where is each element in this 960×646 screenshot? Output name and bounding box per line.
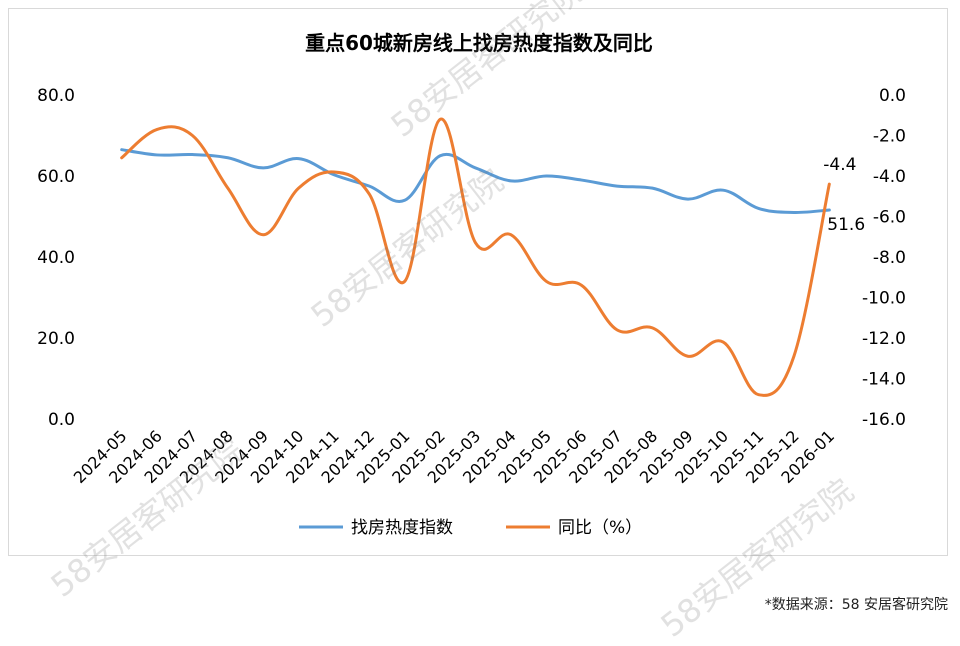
right-tick-label: -14.0	[862, 370, 906, 390]
legend: 找房热度指数 同比（%）	[299, 518, 642, 538]
series-layer	[122, 119, 830, 395]
data-label-yoy: -4.4	[823, 155, 856, 175]
source-note: *数据来源：58 安居客研究院	[765, 594, 948, 614]
right-tick-label: -6.0	[873, 208, 906, 228]
x-axis-ticks: 2024-052024-062024-072024-082024-092024-…	[70, 426, 838, 487]
chart-frame: 重点60城新房线上找房热度指数及同比 0.0 20.0 40.0 60.0 80.0 -…	[8, 8, 948, 556]
right-tick-label: -16.0	[862, 410, 906, 430]
data-label-index: 51.6	[827, 215, 865, 235]
left-axis-ticks: 0.0 20.0 40.0 60.0 80.0	[37, 86, 75, 430]
right-tick-label: -10.0	[862, 289, 906, 309]
right-tick-label: -4.0	[873, 167, 906, 187]
series-line-yoy	[122, 119, 830, 395]
right-tick-label: -12.0	[862, 329, 906, 349]
series-line-index	[122, 150, 830, 213]
right-tick-label: -2.0	[873, 127, 906, 147]
left-tick-label: 80.0	[37, 86, 75, 106]
data-labels: 51.6 -4.4	[823, 155, 865, 235]
chart-title: 重点60城新房线上找房热度指数及同比	[305, 31, 653, 55]
left-tick-label: 0.0	[48, 410, 75, 430]
right-tick-label: -8.0	[873, 248, 906, 268]
left-tick-label: 60.0	[37, 167, 75, 187]
legend-label: 同比（%）	[558, 518, 642, 538]
left-tick-label: 20.0	[37, 329, 75, 349]
left-tick-label: 40.0	[37, 248, 75, 268]
right-tick-label: 0.0	[879, 86, 906, 106]
legend-label: 找房热度指数	[351, 518, 453, 538]
chart-svg: 重点60城新房线上找房热度指数及同比 0.0 20.0 40.0 60.0 80.0 -…	[9, 9, 949, 557]
right-axis-ticks: -16.0 -14.0 -12.0 -10.0 -8.0 -6.0 -4.0 -2.0 0.0	[862, 86, 906, 430]
